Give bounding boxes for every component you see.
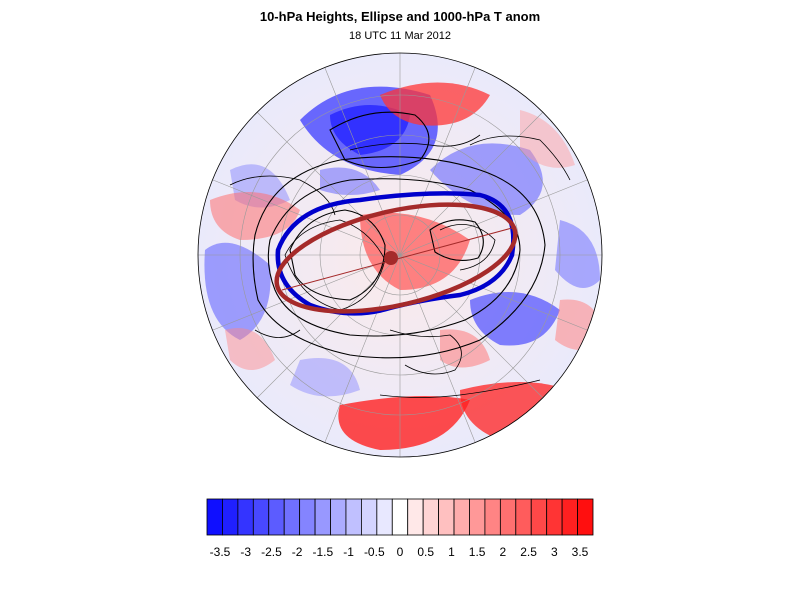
colorbar-box — [237, 498, 254, 536]
colorbar-box — [391, 498, 409, 536]
colorbar-tick-label: -2 — [292, 545, 303, 559]
colorbar-box — [546, 498, 563, 536]
colorbar-box — [530, 498, 548, 536]
colorbar-box — [252, 498, 270, 536]
colorbar-box — [499, 498, 517, 536]
colorbar-tick-label: -3.5 — [210, 545, 231, 559]
colorbar-tick-label: -2.5 — [261, 545, 282, 559]
colorbar-box — [345, 498, 362, 536]
colorbar-box — [484, 498, 501, 536]
colorbar-box — [330, 498, 347, 536]
vortex-ellipse — [274, 202, 518, 314]
colorbar-box — [561, 498, 578, 536]
colorbar-tick-label: -1 — [343, 545, 354, 559]
plot-subtitle: 18 UTC 11 Mar 2012 — [349, 30, 451, 42]
colorbar-box — [407, 498, 424, 536]
colorbar-tick-label: 1.5 — [469, 545, 486, 559]
colorbar-box — [453, 498, 470, 536]
colorbar-box — [360, 498, 378, 536]
colorbar-box — [314, 498, 331, 536]
map-border — [197, 52, 603, 458]
ellipse-center-marker — [384, 251, 398, 265]
colorbar-tick-label: 3 — [551, 545, 558, 559]
colorbar-box — [222, 498, 239, 536]
colorbar-tick-label: 0.5 — [417, 545, 434, 559]
colorbar-box — [376, 498, 393, 536]
colorbar-tick-label: 2 — [500, 545, 507, 559]
colorbar-box — [515, 498, 532, 536]
plot-title: 10-hPa Heights, Ellipse and 1000-hPa T a… — [259, 9, 541, 24]
height-contours — [252, 111, 546, 359]
colorbar-tick-label: 0 — [397, 545, 404, 559]
colorbar-tick-label: 2.5 — [520, 545, 537, 559]
colorbar-tick-label: -1.5 — [313, 545, 334, 559]
colorbar-box — [438, 498, 455, 536]
colorbar-box — [206, 498, 223, 536]
colorbar-box — [283, 498, 301, 536]
graticule — [198, 53, 602, 457]
colorbar-tick-label: -3 — [240, 545, 251, 559]
colorbar-box — [577, 498, 594, 536]
colorbar-box — [469, 498, 486, 536]
colorbar-box — [268, 498, 285, 536]
colorbar-tick-label: 1 — [448, 545, 455, 559]
colorbar-tick-label: 3.5 — [572, 545, 589, 559]
colorbar-box — [299, 498, 316, 536]
colorbar-box — [422, 498, 440, 536]
colorbar-tick-label: -0.5 — [364, 545, 385, 559]
